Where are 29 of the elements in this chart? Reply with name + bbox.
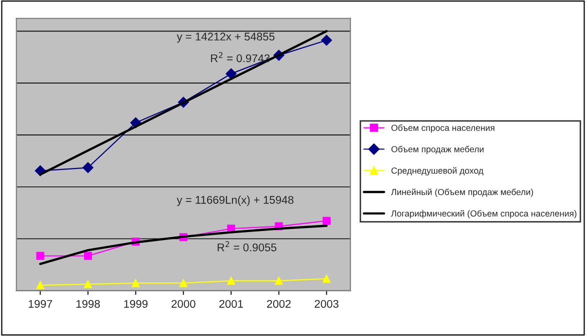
point xyxy=(322,274,331,283)
x-tick-label: 2001 xyxy=(219,300,243,308)
point xyxy=(84,252,92,260)
point xyxy=(179,279,188,288)
point xyxy=(274,276,283,285)
annotation: y = 14212x + 54855 xyxy=(176,32,275,43)
point xyxy=(82,162,94,174)
legend-label: Объем продаж мебели xyxy=(391,146,484,154)
annotation: R$^{2}$ = 0.9743 xyxy=(211,52,270,62)
legend-label: Среднедушевой доход xyxy=(391,167,484,176)
x-tick-label: 2000 xyxy=(172,300,196,308)
annotation: y = 11669Ln(x) + 15948 xyxy=(176,196,294,206)
x-tick-label: 2003 xyxy=(314,300,338,308)
annotation: R$^{2}$ = 0.9055 xyxy=(218,241,276,252)
point xyxy=(84,280,92,288)
point xyxy=(132,279,140,288)
point xyxy=(227,276,236,285)
legend-label: Объем спроса населения xyxy=(391,124,494,133)
legend-label: Логарифмический (Объем спроса населения) xyxy=(391,210,576,218)
legend-label: Линейный (Объем продаж мебели) xyxy=(391,188,534,197)
x-tick-label: 1999 xyxy=(124,300,148,308)
point xyxy=(36,281,44,290)
point xyxy=(226,68,237,80)
x-tick-label: 1997 xyxy=(28,300,52,308)
x-tick-label: 2002 xyxy=(267,300,291,308)
point xyxy=(321,34,332,46)
x-tick-label: 1998 xyxy=(76,300,100,308)
point xyxy=(36,252,44,260)
point xyxy=(322,216,331,225)
